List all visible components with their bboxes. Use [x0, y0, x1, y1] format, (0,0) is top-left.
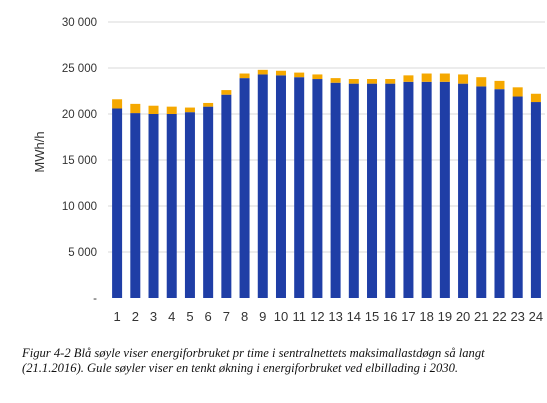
y-axis-label: MWh/h [32, 131, 47, 172]
x-tick-label: 16 [383, 309, 397, 324]
x-tick-label: 19 [438, 309, 452, 324]
bar-increase [403, 75, 414, 82]
bar-base [275, 75, 286, 298]
x-tick-label: 21 [474, 309, 488, 324]
bar-base [130, 113, 141, 298]
figure-caption: Figur 4-2 Blå søyle viser energiforbruke… [22, 346, 485, 375]
bar-increase [458, 74, 469, 84]
x-tick-label: 1 [113, 309, 120, 324]
bar-increase [385, 79, 396, 84]
y-tick-label: 10 000 [62, 201, 97, 213]
bar-increase [476, 77, 487, 87]
x-tick-label: 5 [186, 309, 193, 324]
bar-base [530, 102, 541, 298]
x-tick-label: 7 [223, 309, 230, 324]
x-tick-label: 20 [456, 309, 470, 324]
x-tick-label: 24 [529, 309, 543, 324]
stacked-bar-chart: - 5 000 10 000 15 000 20 000 25 000 30 000 MWh… [32, 17, 545, 324]
bar-base [221, 94, 232, 299]
bar-increase [239, 73, 250, 79]
x-tick-label: 23 [510, 309, 524, 324]
bar-base [257, 74, 268, 298]
bar-base [494, 89, 505, 298]
bar-increase [439, 73, 450, 82]
bar-base [403, 81, 414, 298]
bar-increase [221, 90, 232, 95]
bar-increase [367, 79, 378, 84]
x-tick-label: 2 [132, 309, 139, 324]
bar-base [512, 96, 523, 299]
x-tick-label: 9 [259, 309, 266, 324]
bar-base [239, 78, 250, 299]
bar-base [458, 83, 469, 298]
y-tick-label: 5 000 [68, 247, 97, 259]
y-tick-label: 25 000 [62, 63, 97, 75]
x-tick-label: 10 [274, 309, 288, 324]
bar-increase [421, 73, 432, 82]
bar-increase [294, 72, 305, 78]
x-tick-label: 3 [150, 309, 157, 324]
x-tick-label: 22 [492, 309, 506, 324]
x-axis-ticks: 1 2 3 4 5 6 7 8 9 10 11 12 13 14 15 16 17 18 19 20 21 22 23 24 [113, 309, 543, 324]
bar-increase [148, 105, 159, 114]
bar-base [330, 82, 341, 298]
x-tick-label: 6 [205, 309, 212, 324]
bar-base [184, 112, 195, 298]
bar-base [367, 83, 378, 298]
bar-base [421, 81, 432, 298]
y-tick-label: 15 000 [62, 155, 97, 167]
x-tick-label: 13 [328, 309, 342, 324]
bars [112, 69, 541, 299]
bar-increase [512, 87, 523, 97]
bar-increase [166, 106, 177, 114]
y-tick-label: 30 000 [62, 17, 97, 29]
x-tick-label: 12 [310, 309, 324, 324]
bar-increase [330, 78, 341, 83]
bar-increase [130, 103, 141, 114]
x-tick-label: 8 [241, 309, 248, 324]
bar-base [476, 86, 487, 299]
bar-increase [112, 99, 123, 109]
bar-increase [257, 69, 268, 75]
y-tick-label: 20 000 [62, 109, 97, 121]
bar-increase [184, 107, 195, 113]
bar-base [294, 77, 305, 298]
y-tick-label: - [93, 293, 97, 305]
bar-increase [494, 80, 505, 90]
bar-increase [275, 70, 286, 76]
x-tick-label: 14 [347, 309, 361, 324]
bar-increase [312, 74, 323, 80]
bar-base [348, 83, 359, 298]
bar-base [312, 79, 323, 298]
bar-increase [348, 79, 359, 84]
gridlines [108, 21, 545, 253]
x-tick-label: 4 [168, 309, 175, 324]
x-tick-label: 18 [419, 309, 433, 324]
bar-increase [530, 93, 541, 103]
bar-increase [203, 102, 214, 107]
y-axis-ticks: - 5 000 10 000 15 000 20 000 25 000 30 000 [62, 17, 97, 305]
x-tick-label: 17 [401, 309, 415, 324]
bar-base [112, 108, 123, 298]
x-tick-label: 15 [365, 309, 379, 324]
bar-base [203, 106, 214, 298]
bar-base [385, 83, 396, 298]
bar-base [166, 114, 177, 298]
x-tick-label: 11 [292, 309, 306, 324]
bar-base [148, 114, 159, 298]
bar-base [439, 81, 450, 298]
